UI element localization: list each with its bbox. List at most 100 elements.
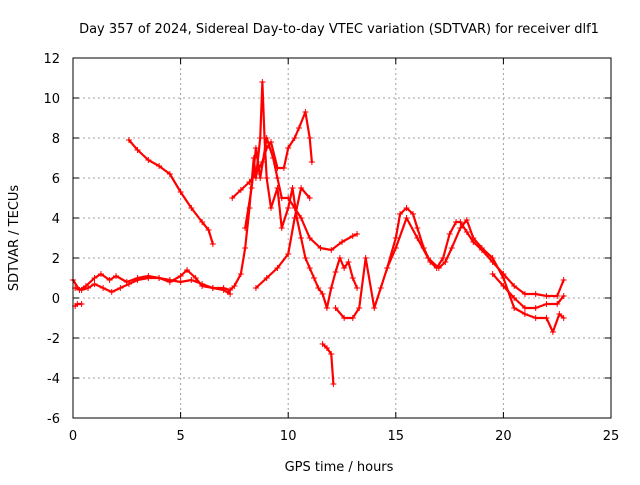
data-point xyxy=(315,285,322,291)
data-point xyxy=(500,275,507,281)
chart-title: Day 357 of 2024, Sidereal Day-to-day VTE… xyxy=(79,22,599,37)
data-point xyxy=(440,255,447,261)
data-point xyxy=(319,291,326,297)
data-point xyxy=(511,283,518,289)
data-point xyxy=(117,285,124,291)
x-tick-label: 5 xyxy=(176,429,184,444)
data-point xyxy=(166,171,173,177)
data-point xyxy=(267,205,274,211)
series-track-4 xyxy=(125,137,216,247)
data-point xyxy=(470,235,477,241)
data-point xyxy=(306,135,313,141)
series-track-10 xyxy=(332,205,567,321)
data-point xyxy=(328,351,335,357)
data-point xyxy=(263,275,270,281)
data-point xyxy=(317,245,324,251)
data-point xyxy=(500,283,507,289)
data-point xyxy=(306,265,313,271)
data-point xyxy=(532,291,539,297)
data-point xyxy=(560,293,567,299)
data-point xyxy=(278,195,285,201)
data-point xyxy=(362,255,369,261)
y-tick-label: -4 xyxy=(47,372,60,387)
data-point xyxy=(349,275,356,281)
data-point xyxy=(78,301,85,307)
data-point xyxy=(339,239,345,245)
data-point xyxy=(291,215,298,221)
data-point xyxy=(556,311,563,317)
data-point xyxy=(91,281,98,287)
y-tick-label: -2 xyxy=(47,332,60,347)
data-point xyxy=(403,215,410,221)
data-point xyxy=(336,255,343,261)
data-point xyxy=(356,305,363,311)
data-point xyxy=(403,205,410,211)
data-point xyxy=(205,227,212,233)
data-point xyxy=(298,185,305,191)
data-point xyxy=(392,235,399,241)
data-point xyxy=(156,275,163,281)
data-point xyxy=(463,217,470,223)
data-point xyxy=(285,205,292,211)
data-point xyxy=(463,229,470,235)
data-point xyxy=(242,245,249,251)
data-point xyxy=(257,175,264,181)
data-point xyxy=(511,295,518,301)
data-point xyxy=(319,341,326,347)
data-point xyxy=(328,247,335,253)
data-point xyxy=(100,285,107,291)
data-point xyxy=(328,285,335,291)
data-point xyxy=(177,189,184,195)
x-tick-label: 0 xyxy=(69,429,77,444)
series-track-5 xyxy=(224,79,361,311)
data-point xyxy=(298,215,305,221)
data-point xyxy=(252,171,259,177)
grid-lines xyxy=(72,57,612,419)
data-point xyxy=(259,79,266,85)
data-point xyxy=(332,269,339,275)
data-point xyxy=(229,195,236,201)
data-point xyxy=(166,277,173,283)
data-point xyxy=(134,147,141,153)
data-point xyxy=(543,301,550,307)
data-point xyxy=(457,219,464,225)
data-point xyxy=(397,211,404,217)
series-track-12 xyxy=(489,271,567,311)
data-point xyxy=(341,265,348,271)
data-point xyxy=(549,329,556,335)
data-series xyxy=(70,79,567,387)
data-point xyxy=(263,145,270,151)
data-point xyxy=(478,245,485,251)
data-point xyxy=(521,305,528,311)
data-point xyxy=(414,225,421,231)
data-point xyxy=(237,271,244,277)
y-tick-label: 0 xyxy=(52,292,60,307)
series-line xyxy=(386,216,565,334)
data-point xyxy=(371,305,378,311)
data-point xyxy=(532,305,539,311)
data-point xyxy=(330,381,337,387)
data-point xyxy=(349,233,356,239)
data-point xyxy=(280,165,287,171)
data-point xyxy=(306,235,313,241)
y-tick-label: 2 xyxy=(52,252,60,267)
y-tick-label: 12 xyxy=(43,52,60,67)
series-track-11 xyxy=(384,215,567,335)
data-point xyxy=(489,271,496,277)
data-point xyxy=(278,225,285,231)
y-axis-label: SDTVAR / TECUs xyxy=(7,185,22,292)
data-point xyxy=(220,287,227,293)
data-point xyxy=(354,285,361,291)
data-point xyxy=(199,219,206,225)
data-point xyxy=(263,175,270,181)
data-point xyxy=(252,145,259,151)
data-point xyxy=(248,185,255,191)
data-point xyxy=(289,185,296,191)
data-point xyxy=(554,293,561,299)
data-point xyxy=(554,301,561,307)
data-point xyxy=(295,125,302,131)
data-point xyxy=(85,285,92,291)
data-point xyxy=(435,265,442,271)
data-point xyxy=(442,259,449,265)
data-point xyxy=(345,259,352,265)
